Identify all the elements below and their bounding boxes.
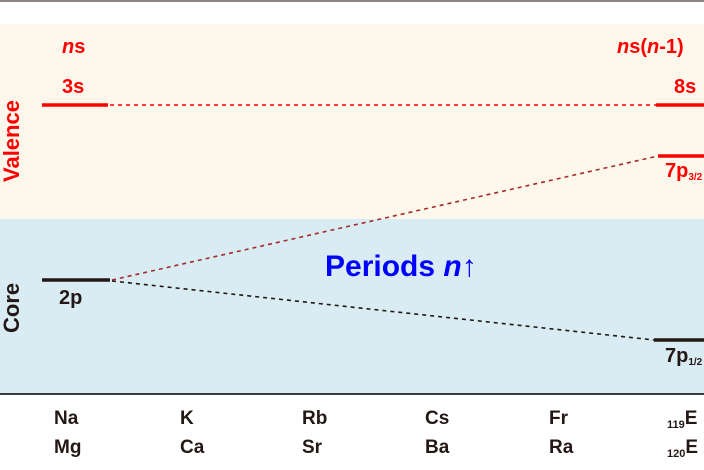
core-band [0, 219, 704, 393]
element-mg: Mg [54, 437, 82, 458]
header-right-s: s( [629, 36, 648, 58]
label-7p12-main: 7p [665, 345, 689, 367]
element-120-symbol: E [685, 437, 699, 458]
connector-2p-7p32 [111, 155, 659, 281]
element-119-symbol: E [684, 408, 698, 429]
bottom-border [0, 393, 704, 395]
header-left-s: s [74, 36, 86, 58]
up-arrow-icon: ↑ [461, 250, 477, 283]
header-left-n: n [62, 36, 75, 58]
header-right-n2: n [647, 36, 660, 58]
label-7p32: 7p3/2 [665, 160, 702, 183]
label-8s: 8s [674, 76, 697, 98]
header-right: ns(n-1) [617, 36, 684, 59]
element-k: K [180, 408, 194, 429]
header-left: ns [62, 36, 85, 59]
connector-2p-7p12 [111, 280, 655, 341]
element-ra: Ra [549, 437, 574, 458]
header-right-n1: n [617, 36, 630, 58]
element-rb: Rb [302, 408, 328, 429]
element-fr: Fr [549, 408, 568, 429]
element-sr: Sr [302, 437, 323, 458]
element-ca: Ca [180, 437, 205, 458]
header-right-tail: -1) [659, 36, 684, 58]
periods-label: Periods n↑ [325, 250, 477, 284]
label-7p32-sub: 3/2 [688, 172, 703, 183]
element-120-number: 120 [667, 448, 686, 460]
label-2p: 2p [59, 287, 83, 309]
periods-text: Periods [325, 250, 444, 283]
element-cs: Cs [425, 408, 450, 429]
periods-var: n [443, 250, 462, 283]
label-7p32-main: 7p [665, 160, 689, 182]
label-7p12: 7p1/2 [665, 345, 702, 368]
top-border [0, 0, 704, 2]
element-120: 120E [667, 437, 698, 460]
label-7p12-sub: 1/2 [688, 357, 703, 368]
element-119-number: 119 [667, 419, 685, 431]
element-119: 119E [667, 408, 697, 431]
label-3s: 3s [62, 76, 85, 98]
valence-band [0, 24, 704, 219]
element-na: Na [54, 408, 79, 429]
element-ba: Ba [425, 437, 450, 458]
